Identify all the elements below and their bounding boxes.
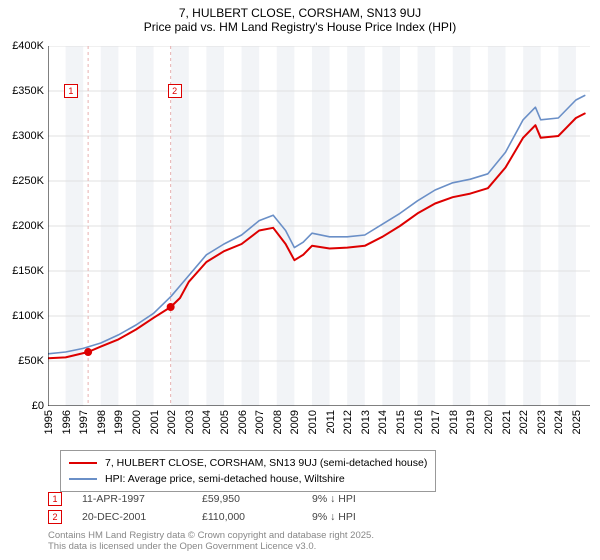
x-axis-label: 2006 <box>237 410 249 434</box>
legend-swatch <box>69 478 97 480</box>
x-axis-label: 2021 <box>501 410 513 434</box>
x-axis-label: 2023 <box>536 410 548 434</box>
x-axis-label: 2010 <box>307 410 319 434</box>
sale-date: 11-APR-1997 <box>82 493 182 505</box>
x-axis-label: 2009 <box>289 410 301 434</box>
legend: 7, HULBERT CLOSE, CORSHAM, SN13 9UJ (sem… <box>60 450 436 492</box>
x-axis-label: 2007 <box>254 410 266 434</box>
y-axis-label: £400K <box>12 40 44 52</box>
sale-diff: 9% ↓ HPI <box>312 511 402 523</box>
x-axis-label: 2015 <box>395 410 407 434</box>
x-axis-label: 2012 <box>342 410 354 434</box>
table-row: 2 20-DEC-2001 £110,000 9% ↓ HPI <box>48 508 402 526</box>
attribution-line: This data is licensed under the Open Gov… <box>48 541 374 552</box>
sales-table: 1 11-APR-1997 £59,950 9% ↓ HPI 2 20-DEC-… <box>48 490 402 526</box>
table-row: 1 11-APR-1997 £59,950 9% ↓ HPI <box>48 490 402 508</box>
x-axis-label: 2017 <box>430 410 442 434</box>
x-axis-label: 2014 <box>377 410 389 434</box>
x-axis-label: 2024 <box>553 410 565 434</box>
x-axis-label: 2025 <box>571 410 583 434</box>
y-axis-label: £150K <box>12 265 44 277</box>
x-axis-label: 1998 <box>96 410 108 434</box>
x-axis-label: 2016 <box>413 410 425 434</box>
title-line-2: Price paid vs. HM Land Registry's House … <box>0 20 600 34</box>
x-axis-label: 2013 <box>360 410 372 434</box>
x-axis-label: 1995 <box>43 410 55 434</box>
sale-marker-badge: 1 <box>48 492 62 506</box>
y-axis-label: £100K <box>12 310 44 322</box>
attribution: Contains HM Land Registry data © Crown c… <box>48 530 374 553</box>
attribution-line: Contains HM Land Registry data © Crown c… <box>48 530 374 541</box>
chart-svg <box>48 46 590 406</box>
legend-row: HPI: Average price, semi-detached house,… <box>69 471 427 487</box>
sale-price: £59,950 <box>202 493 292 505</box>
y-axis-label: £350K <box>12 85 44 97</box>
x-axis-label: 2002 <box>166 410 178 434</box>
legend-label: HPI: Average price, semi-detached house,… <box>105 473 345 485</box>
x-axis-label: 1999 <box>113 410 125 434</box>
x-axis-label: 2022 <box>518 410 530 434</box>
x-axis-label: 2008 <box>272 410 284 434</box>
x-axis-label: 2000 <box>131 410 143 434</box>
x-axis-label: 2020 <box>483 410 495 434</box>
title-line-1: 7, HULBERT CLOSE, CORSHAM, SN13 9UJ <box>0 6 600 20</box>
sale-marker-box: 2 <box>168 84 182 98</box>
sale-marker-badge: 2 <box>48 510 62 524</box>
x-axis-label: 2019 <box>465 410 477 434</box>
y-axis-label: £50K <box>18 355 44 367</box>
x-axis-label: 2011 <box>325 410 337 434</box>
legend-label: 7, HULBERT CLOSE, CORSHAM, SN13 9UJ (sem… <box>105 457 427 469</box>
chart-title: 7, HULBERT CLOSE, CORSHAM, SN13 9UJ Pric… <box>0 0 600 34</box>
chart-plot-area: £0£50K£100K£150K£200K£250K£300K£350K£400… <box>48 46 590 406</box>
x-axis-label: 2003 <box>184 410 196 434</box>
sale-price: £110,000 <box>202 511 292 523</box>
x-axis-label: 1996 <box>61 410 73 434</box>
sale-marker-box: 1 <box>64 84 78 98</box>
y-axis-label: £250K <box>12 175 44 187</box>
x-axis-label: 2001 <box>149 410 161 434</box>
y-axis-label: £200K <box>12 220 44 232</box>
sale-diff: 9% ↓ HPI <box>312 493 402 505</box>
x-axis-label: 2018 <box>448 410 460 434</box>
sale-date: 20-DEC-2001 <box>82 511 182 523</box>
x-axis-label: 2005 <box>219 410 231 434</box>
x-axis-label: 1997 <box>78 410 90 434</box>
legend-swatch <box>69 462 97 464</box>
legend-row: 7, HULBERT CLOSE, CORSHAM, SN13 9UJ (sem… <box>69 455 427 471</box>
y-axis-label: £300K <box>12 130 44 142</box>
x-axis-label: 2004 <box>201 410 213 434</box>
chart-container: 7, HULBERT CLOSE, CORSHAM, SN13 9UJ Pric… <box>0 0 600 560</box>
